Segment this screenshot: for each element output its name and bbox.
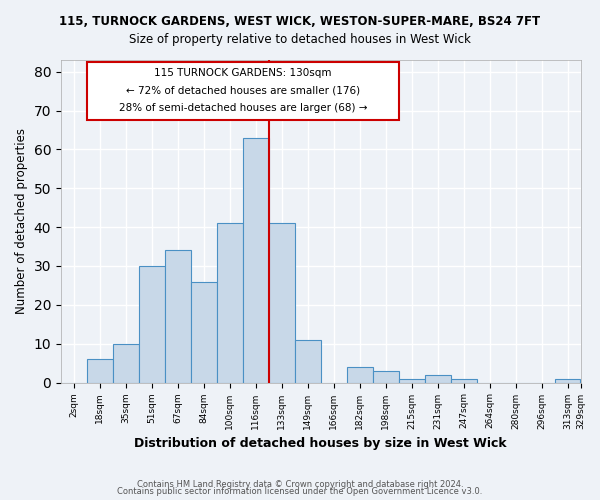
Bar xyxy=(295,340,321,382)
Text: 115, TURNOCK GARDENS, WEST WICK, WESTON-SUPER-MARE, BS24 7FT: 115, TURNOCK GARDENS, WEST WICK, WESTON-… xyxy=(59,15,541,28)
Bar xyxy=(113,344,139,382)
Text: 115 TURNOCK GARDENS: 130sqm: 115 TURNOCK GARDENS: 130sqm xyxy=(154,68,332,78)
X-axis label: Distribution of detached houses by size in West Wick: Distribution of detached houses by size … xyxy=(134,437,507,450)
Bar xyxy=(398,378,425,382)
Bar xyxy=(451,378,476,382)
Text: ← 72% of detached houses are smaller (176): ← 72% of detached houses are smaller (17… xyxy=(125,86,360,96)
Text: Size of property relative to detached houses in West Wick: Size of property relative to detached ho… xyxy=(129,32,471,46)
Bar xyxy=(269,223,295,382)
Bar xyxy=(191,282,217,382)
Bar xyxy=(373,371,398,382)
Bar xyxy=(217,223,243,382)
Bar xyxy=(87,360,113,382)
Bar xyxy=(425,375,451,382)
FancyBboxPatch shape xyxy=(87,62,398,120)
Bar xyxy=(243,138,269,382)
Bar xyxy=(139,266,165,382)
Text: Contains public sector information licensed under the Open Government Licence v3: Contains public sector information licen… xyxy=(118,487,482,496)
Bar xyxy=(347,367,373,382)
Bar xyxy=(165,250,191,382)
Text: 28% of semi-detached houses are larger (68) →: 28% of semi-detached houses are larger (… xyxy=(119,103,367,113)
Y-axis label: Number of detached properties: Number of detached properties xyxy=(15,128,28,314)
Bar xyxy=(554,378,580,382)
Text: Contains HM Land Registry data © Crown copyright and database right 2024.: Contains HM Land Registry data © Crown c… xyxy=(137,480,463,489)
